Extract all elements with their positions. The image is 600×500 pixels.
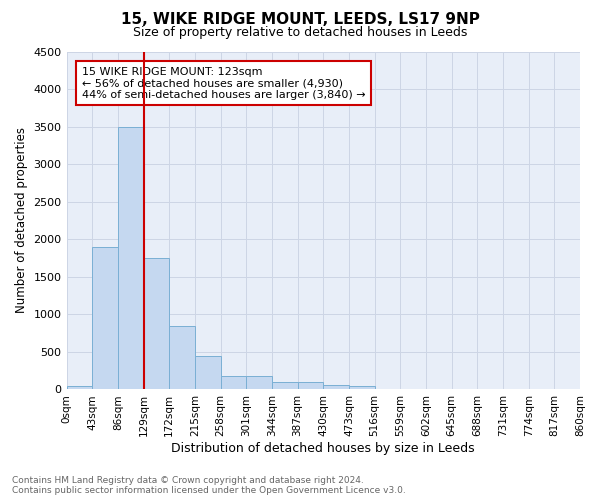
X-axis label: Distribution of detached houses by size in Leeds: Distribution of detached houses by size … bbox=[172, 442, 475, 455]
Text: Contains HM Land Registry data © Crown copyright and database right 2024.
Contai: Contains HM Land Registry data © Crown c… bbox=[12, 476, 406, 495]
Bar bbox=[143, 258, 169, 390]
Text: Size of property relative to detached houses in Leeds: Size of property relative to detached ho… bbox=[133, 26, 467, 39]
Bar bbox=[298, 382, 323, 390]
Bar bbox=[323, 384, 349, 390]
Bar bbox=[195, 356, 221, 390]
Bar bbox=[92, 247, 118, 390]
Y-axis label: Number of detached properties: Number of detached properties bbox=[15, 128, 28, 314]
Bar bbox=[349, 386, 374, 390]
Bar bbox=[67, 386, 92, 390]
Text: 15, WIKE RIDGE MOUNT, LEEDS, LS17 9NP: 15, WIKE RIDGE MOUNT, LEEDS, LS17 9NP bbox=[121, 12, 479, 28]
Bar bbox=[118, 126, 143, 390]
Bar bbox=[272, 382, 298, 390]
Bar bbox=[246, 376, 272, 390]
Bar bbox=[169, 326, 195, 390]
Bar bbox=[221, 376, 246, 390]
Text: 15 WIKE RIDGE MOUNT: 123sqm
← 56% of detached houses are smaller (4,930)
44% of : 15 WIKE RIDGE MOUNT: 123sqm ← 56% of det… bbox=[82, 66, 365, 100]
